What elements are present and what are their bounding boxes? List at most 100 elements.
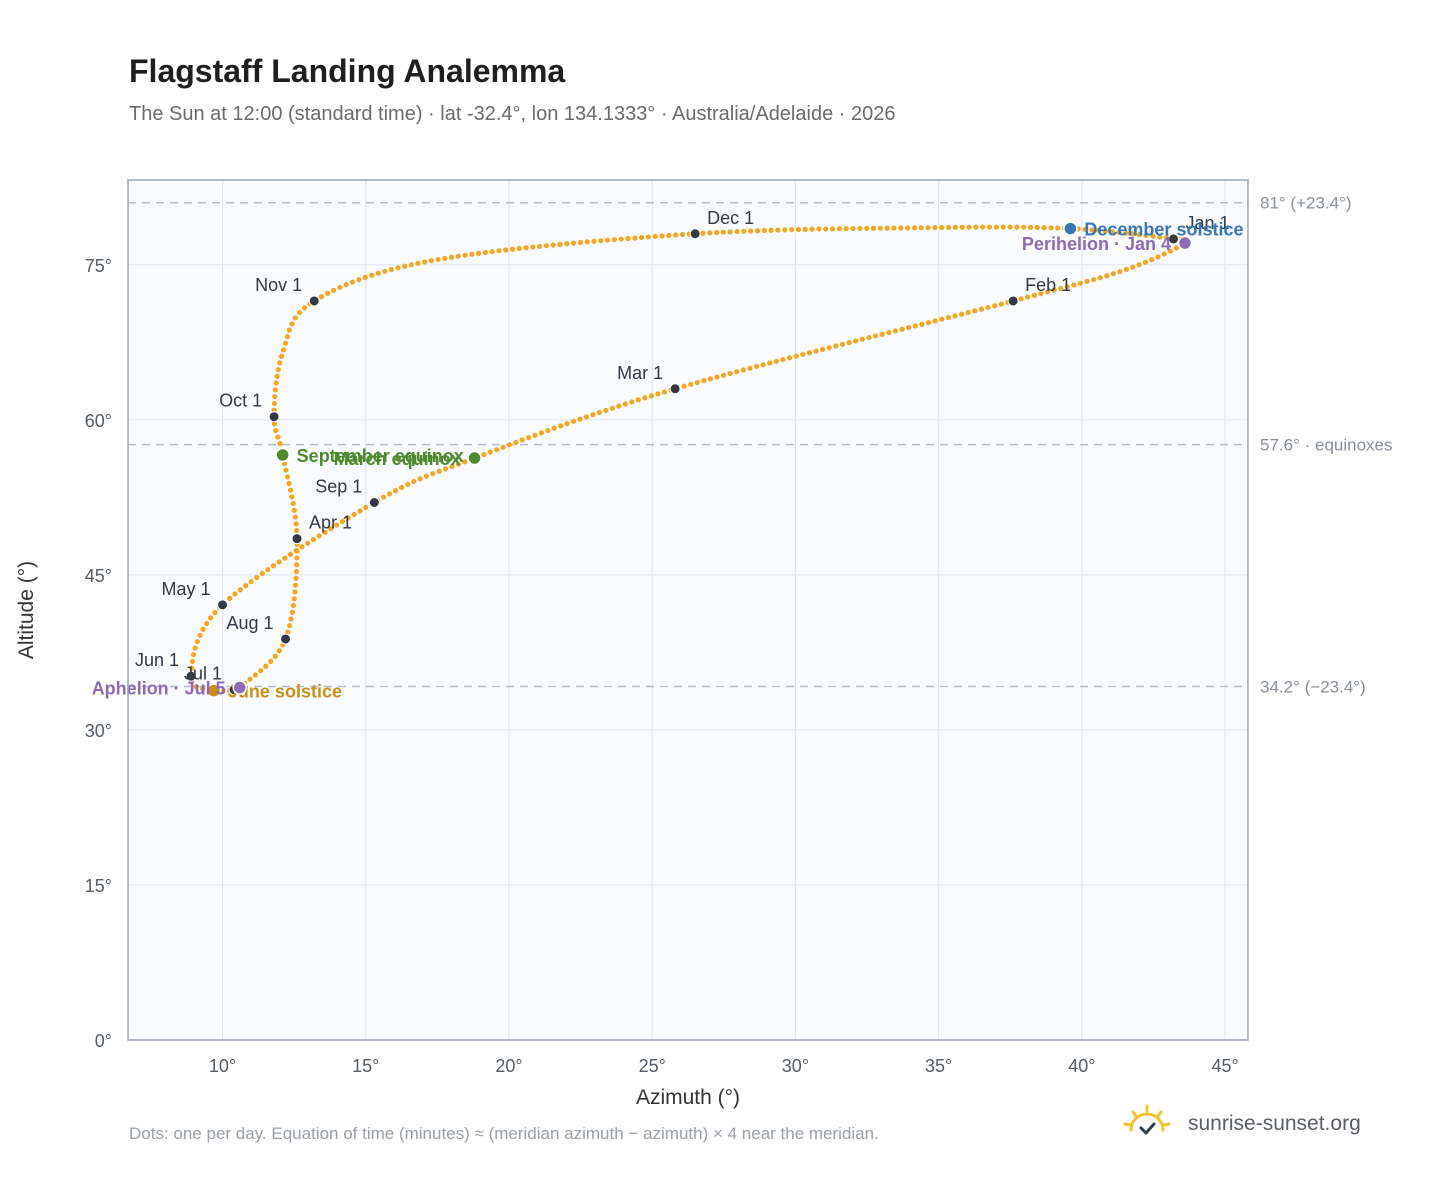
day-dot <box>402 263 408 269</box>
day-dot <box>846 340 852 346</box>
day-dot <box>530 244 536 250</box>
month-marker <box>185 670 197 682</box>
reference-lines: 81° (+23.4°) 57.6° · equinoxes 34.2° (−23.… <box>128 194 1393 696</box>
event-marker <box>275 447 290 463</box>
day-dot <box>290 500 296 507</box>
x-tick-label: 45° <box>1211 1056 1238 1076</box>
day-dot <box>362 274 368 280</box>
day-dot <box>272 653 278 659</box>
day-dot <box>833 343 839 349</box>
day-dot <box>694 379 700 386</box>
footnote: Dots: one per day. Equation of time (min… <box>129 1124 879 1143</box>
day-dot <box>734 228 740 235</box>
day-dot <box>857 225 863 232</box>
month-label: Feb 1 <box>1025 275 1071 295</box>
day-dot <box>836 226 842 232</box>
day-dot <box>945 314 951 321</box>
day-dot <box>1136 262 1142 268</box>
day-dot <box>1163 235 1170 241</box>
day-dot <box>417 476 423 482</box>
day-dot <box>462 459 468 465</box>
day-dot <box>375 270 381 276</box>
day-dot <box>1130 264 1136 270</box>
day-dot <box>1123 266 1129 273</box>
y-tick-label: 60° <box>85 411 112 431</box>
day-dot <box>328 526 334 532</box>
month-marker <box>368 497 380 508</box>
day-dot <box>442 466 449 472</box>
day-dot <box>357 508 363 514</box>
day-dot <box>912 323 918 329</box>
day-dot <box>551 425 557 431</box>
day-dot <box>877 225 883 231</box>
day-dot <box>741 228 747 234</box>
month-marker <box>1007 295 1019 307</box>
day-dot <box>713 229 720 236</box>
day-dot <box>286 327 292 333</box>
event-marker <box>1177 235 1193 251</box>
day-dot <box>1117 269 1123 275</box>
day-dot <box>978 306 985 312</box>
day-dot <box>386 491 393 497</box>
day-dot <box>193 684 199 690</box>
month-label: Sep 1 <box>315 477 362 497</box>
day-dot <box>411 478 417 485</box>
day-dot <box>793 353 799 359</box>
day-dot <box>252 672 259 678</box>
axes: 10° 15° 20° 25° 30° 35° 40° 45° 0° 15° 30° 45° 60° 75… <box>85 256 1239 1076</box>
day-dot <box>1104 273 1110 279</box>
day-dot <box>301 305 308 311</box>
day-dot <box>380 494 387 500</box>
day-dot <box>590 412 596 418</box>
brand[interactable]: sunrise-sunset.org <box>1120 1100 1361 1148</box>
month-marker <box>1168 233 1180 245</box>
day-dot <box>820 346 826 352</box>
day-dot <box>513 439 519 446</box>
day-dot <box>872 333 879 339</box>
day-dot <box>339 518 346 525</box>
month-label: Jan 1 <box>1186 213 1230 233</box>
day-dot <box>481 451 487 458</box>
month-marker <box>280 633 292 645</box>
chart-title: Flagstaff Landing Analemma <box>129 53 566 89</box>
day-dot <box>1116 229 1122 235</box>
day-dot <box>980 224 986 230</box>
day-dot <box>220 688 226 694</box>
event-label: June solstice <box>228 682 342 702</box>
day-dot <box>611 236 618 243</box>
day-dot <box>648 393 654 399</box>
day-dot <box>331 287 337 293</box>
event-marker <box>232 680 247 695</box>
day-dot <box>289 494 295 500</box>
day-dot <box>1150 233 1156 239</box>
day-dot <box>748 228 754 234</box>
day-dot <box>519 437 525 443</box>
x-tick-label: 35° <box>925 1056 952 1076</box>
day-dot <box>629 399 635 405</box>
day-dot <box>892 328 899 334</box>
day-dot <box>596 409 602 416</box>
event-label: March equinox <box>334 449 461 469</box>
day-dot <box>1014 224 1020 230</box>
day-dot <box>282 340 289 346</box>
day-dot <box>284 334 290 340</box>
day-dot <box>281 347 287 353</box>
day-dot <box>265 567 271 573</box>
day-dot <box>925 225 931 231</box>
day-dot <box>666 232 672 239</box>
day-dot <box>189 658 196 665</box>
day-dot <box>773 358 779 364</box>
day-dot <box>537 243 543 249</box>
day-dot <box>939 224 945 231</box>
day-dot <box>740 367 746 373</box>
day-dot <box>448 254 455 260</box>
day-dot <box>966 224 972 230</box>
month-label: Aug 1 <box>226 613 273 633</box>
day-dot <box>392 488 399 494</box>
day-dot <box>363 504 369 511</box>
day-dot <box>866 334 872 341</box>
day-dot <box>293 568 300 575</box>
day-dot <box>382 268 388 274</box>
day-dot <box>813 348 819 354</box>
event-label: Perihelion · Jan 4 <box>1022 234 1171 254</box>
